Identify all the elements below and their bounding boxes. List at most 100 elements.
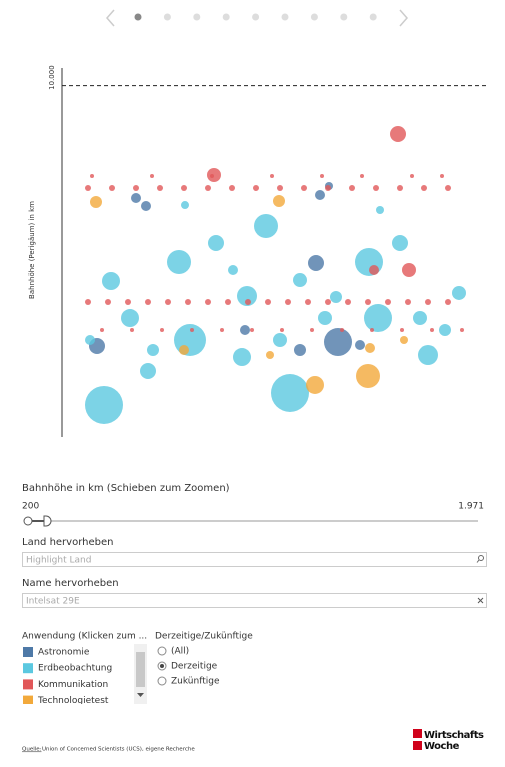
prev-arrow[interactable]: [106, 9, 115, 27]
satellite-dot: [365, 342, 375, 353]
satellite-dot: [121, 309, 139, 328]
legend-swatch[interactable]: [23, 647, 33, 657]
satellite-dot: [385, 299, 391, 306]
slider-handle-min[interactable]: [23, 516, 33, 526]
satellite-dot: [376, 206, 384, 215]
satellite-dot: [320, 173, 324, 178]
satellite-dot: [220, 327, 224, 332]
slider-min: 200: [22, 502, 39, 512]
satellite-dot: [305, 299, 311, 306]
land-label: Land hervorheben: [22, 537, 113, 548]
land-placeholder: Highlight Land: [26, 556, 91, 566]
satellite-dot: [160, 327, 164, 332]
legend-swatch[interactable]: [23, 663, 33, 674]
radio[interactable]: [157, 676, 167, 686]
satellite-dot: [208, 235, 224, 252]
satellite-dot: [360, 173, 364, 178]
satellite-dot: [147, 343, 159, 356]
satellite-dot: [85, 385, 123, 424]
y-tick-label: 10.000: [48, 65, 56, 90]
scroll-thumb[interactable]: [136, 652, 145, 687]
satellite-dot: [340, 327, 344, 332]
source: Union of Concerned Scientists (UCS), eig…: [42, 747, 195, 753]
clear-icon[interactable]: [477, 597, 484, 604]
satellite-dot: [345, 299, 351, 306]
radio-label[interactable]: Zukünftige: [171, 677, 220, 687]
land-input[interactable]: [22, 552, 487, 567]
satellite-dot: [90, 173, 94, 178]
satellite-dot: [179, 344, 189, 355]
legend-swatch[interactable]: [23, 679, 33, 690]
satellite-dot: [413, 311, 427, 326]
name-value: Intelsat 29E: [26, 597, 80, 607]
carousel-dot[interactable]: [369, 13, 377, 21]
satellite-dot: [405, 299, 411, 306]
carousel-dot[interactable]: [340, 13, 348, 21]
carousel-dot[interactable]: [193, 13, 201, 21]
legend-label[interactable]: Kommunikation: [38, 680, 108, 690]
satellite-dot: [310, 327, 314, 332]
satellite-dot: [228, 265, 238, 276]
satellite-dot: [150, 173, 154, 178]
name-input[interactable]: [22, 593, 487, 608]
slider-label: Bahnhöhe in km (Schieben zum Zoomen): [22, 483, 230, 494]
satellite-dot: [140, 363, 156, 380]
radio-label[interactable]: (All): [171, 647, 189, 657]
logo-line2: Woche: [424, 741, 460, 752]
satellite-dot: [280, 327, 284, 332]
name-label: Name hervorheben: [22, 578, 119, 589]
radio[interactable]: [157, 646, 167, 656]
satellite-dot: [430, 327, 434, 332]
carousel-dot[interactable]: [310, 13, 318, 21]
satellite-dot: [369, 265, 379, 276]
satellite-dot: [100, 327, 104, 332]
satellite-dot: [205, 299, 211, 306]
scroll-down[interactable]: [137, 693, 144, 697]
carousel-dots: [134, 13, 377, 21]
satellite-dot: [452, 285, 466, 300]
satellite-dot: [207, 168, 221, 183]
legend-label[interactable]: Astronomie: [38, 648, 90, 658]
satellite-dot: [130, 327, 134, 332]
legend-label[interactable]: Erdbeobachtung: [38, 664, 112, 674]
satellite-dot: [85, 299, 91, 306]
satellite-dot: [306, 375, 324, 394]
carousel-dot[interactable]: [222, 13, 230, 21]
satellite-dot: [318, 311, 332, 326]
satellite-dot: [277, 185, 283, 192]
slider-handle-max[interactable]: [43, 515, 52, 527]
satellite-dot: [229, 185, 235, 192]
y-axis-label: Bahnhöhe (Perigäum) in km: [28, 201, 36, 299]
satellite-dot: [445, 299, 451, 306]
satellite-dot: [301, 185, 307, 192]
carousel-dot[interactable]: [252, 13, 260, 21]
satellite-dot: [349, 185, 355, 192]
satellite-dot: [293, 273, 307, 288]
legend-swatch[interactable]: [23, 695, 33, 706]
satellite-dot: [254, 214, 278, 239]
satellite-dot: [410, 173, 414, 178]
satellite-dot: [233, 348, 251, 367]
carousel-dot[interactable]: [281, 13, 289, 21]
satellite-dot: [133, 185, 139, 192]
carousel-dot[interactable]: [163, 13, 171, 21]
satellite-dot: [157, 185, 163, 192]
satellite-dot: [402, 263, 416, 278]
next-arrow[interactable]: [399, 9, 408, 27]
satellite-dot: [315, 190, 325, 201]
satellite-dot: [392, 235, 408, 252]
satellite-dot: [400, 336, 408, 345]
satellite-dot: [165, 299, 171, 306]
satellite-dot: [418, 345, 438, 366]
carousel-dot[interactable]: [134, 13, 142, 21]
satellite-dot: [131, 192, 141, 203]
satellite-dot: [185, 299, 191, 306]
satellite-dot: [240, 324, 250, 335]
satellite-dot: [181, 185, 187, 192]
satellite-dot: [355, 339, 365, 350]
satellite-dot: [90, 195, 102, 208]
satellite-dot: [145, 299, 151, 306]
radio-label[interactable]: Derzeitige: [171, 662, 218, 672]
legend-label[interactable]: Technologietest: [37, 696, 109, 706]
